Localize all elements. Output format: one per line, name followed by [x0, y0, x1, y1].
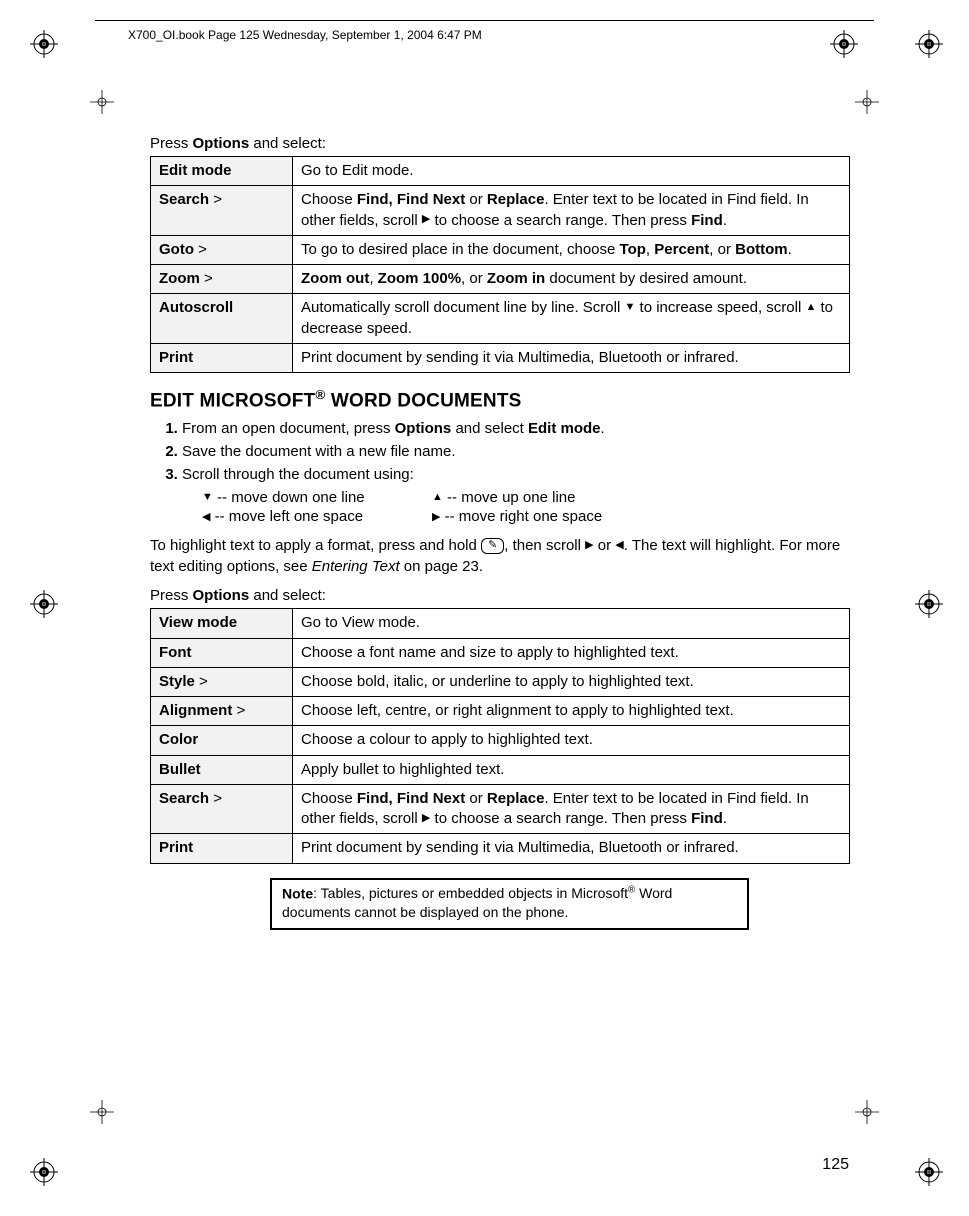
- scroll-direction: ▶ -- move right one space: [432, 508, 692, 525]
- table-row: AutoscrollAutomatically scroll document …: [151, 294, 850, 344]
- option-key: Goto >: [151, 235, 293, 264]
- option-value: Go to View mode.: [293, 609, 850, 638]
- option-key: Color: [151, 726, 293, 755]
- option-value: Choose a colour to apply to highlighted …: [293, 726, 850, 755]
- option-value: Choose Find, Find Next or Replace. Enter…: [293, 784, 850, 834]
- options-table-2: View modeGo to View mode.FontChoose a fo…: [150, 608, 850, 863]
- option-key: Autoscroll: [151, 294, 293, 344]
- option-value: Automatically scroll document line by li…: [293, 294, 850, 344]
- option-value: To go to desired place in the document, …: [293, 235, 850, 264]
- intro-line-1: Press Options and select:: [150, 135, 850, 152]
- option-value: Zoom out, Zoom 100%, or Zoom in document…: [293, 265, 850, 294]
- intro2-post: and select:: [249, 587, 326, 604]
- option-value: Print document by sending it via Multime…: [293, 343, 850, 372]
- note-text: : Tables, pictures or embedded objects i…: [282, 885, 672, 920]
- page-content: Press Options and select: Edit modeGo to…: [150, 135, 850, 930]
- option-key: Search >: [151, 186, 293, 236]
- intro1-bold: Options: [193, 135, 250, 152]
- option-value: Print document by sending it via Multime…: [293, 834, 850, 863]
- list-item: From an open document, press Options and…: [182, 418, 850, 439]
- registration-mark-icon: [915, 1158, 943, 1186]
- registration-mark-icon: [915, 30, 943, 58]
- table-row: Search >Choose Find, Find Next or Replac…: [151, 186, 850, 236]
- registration-mark-icon: [30, 590, 58, 618]
- intro2-pre: Press: [150, 587, 193, 604]
- registration-mark-icon: [915, 590, 943, 618]
- option-value: Choose left, centre, or right alignment …: [293, 697, 850, 726]
- intro1-post: and select:: [249, 135, 326, 152]
- table-row: Style >Choose bold, italic, or underline…: [151, 667, 850, 696]
- note-box: Note: Tables, pictures or embedded objec…: [270, 878, 749, 930]
- table-row: BulletApply bullet to highlighted text.: [151, 755, 850, 784]
- table-row: PrintPrint document by sending it via Mu…: [151, 834, 850, 863]
- scroll-direction: ▲ -- move up one line: [432, 489, 692, 506]
- section-heading: EDIT MICROSOFT® WORD DOCUMENTS: [150, 387, 850, 412]
- table-row: ColorChoose a colour to apply to highlig…: [151, 726, 850, 755]
- option-key: Zoom >: [151, 265, 293, 294]
- list-item: Save the document with a new file name.: [182, 441, 850, 462]
- table-row: PrintPrint document by sending it via Mu…: [151, 343, 850, 372]
- registration-mark-icon: [30, 1158, 58, 1186]
- option-value: Choose Find, Find Next or Replace. Enter…: [293, 186, 850, 236]
- registration-mark-icon: [30, 30, 58, 58]
- running-header: X700_OI.book Page 125 Wednesday, Septemb…: [128, 28, 482, 42]
- option-key: Style >: [151, 667, 293, 696]
- option-value: Choose bold, italic, or underline to app…: [293, 667, 850, 696]
- option-key: Bullet: [151, 755, 293, 784]
- table-row: Zoom >Zoom out, Zoom 100%, or Zoom in do…: [151, 265, 850, 294]
- list-item: Scroll through the document using:: [182, 464, 850, 485]
- scroll-directions-grid: ▼ -- move down one line▲ -- move up one …: [202, 489, 850, 525]
- option-key: View mode: [151, 609, 293, 638]
- registration-mark-icon: [830, 30, 858, 58]
- intro-line-2: Press Options and select:: [150, 587, 850, 604]
- crop-mark-icon: [855, 90, 879, 114]
- intro2-bold: Options: [193, 587, 250, 604]
- crop-mark-icon: [90, 1100, 114, 1124]
- crop-mark-icon: [90, 90, 114, 114]
- option-key: Font: [151, 638, 293, 667]
- option-key: Search >: [151, 784, 293, 834]
- option-key: Print: [151, 834, 293, 863]
- options-table-1: Edit modeGo to Edit mode.Search >Choose …: [150, 156, 850, 373]
- note-label: Note: [282, 885, 313, 901]
- page-number: 125: [822, 1156, 849, 1174]
- table-row: Edit modeGo to Edit mode.: [151, 157, 850, 186]
- intro1-pre: Press: [150, 135, 193, 152]
- crop-mark-icon: [855, 1100, 879, 1124]
- scroll-direction: ◀ -- move left one space: [202, 508, 432, 525]
- option-value: Go to Edit mode.: [293, 157, 850, 186]
- table-row: Goto >To go to desired place in the docu…: [151, 235, 850, 264]
- steps-list: From an open document, press Options and…: [150, 418, 850, 485]
- option-key: Print: [151, 343, 293, 372]
- table-row: Alignment >Choose left, centre, or right…: [151, 697, 850, 726]
- option-value: Choose a font name and size to apply to …: [293, 638, 850, 667]
- option-key: Alignment >: [151, 697, 293, 726]
- scroll-direction: ▼ -- move down one line: [202, 489, 432, 506]
- header-rule: [95, 20, 874, 21]
- table-row: FontChoose a font name and size to apply…: [151, 638, 850, 667]
- option-key: Edit mode: [151, 157, 293, 186]
- table-row: Search >Choose Find, Find Next or Replac…: [151, 784, 850, 834]
- highlight-paragraph: To highlight text to apply a format, pre…: [150, 535, 850, 577]
- table-row: View modeGo to View mode.: [151, 609, 850, 638]
- option-value: Apply bullet to highlighted text.: [293, 755, 850, 784]
